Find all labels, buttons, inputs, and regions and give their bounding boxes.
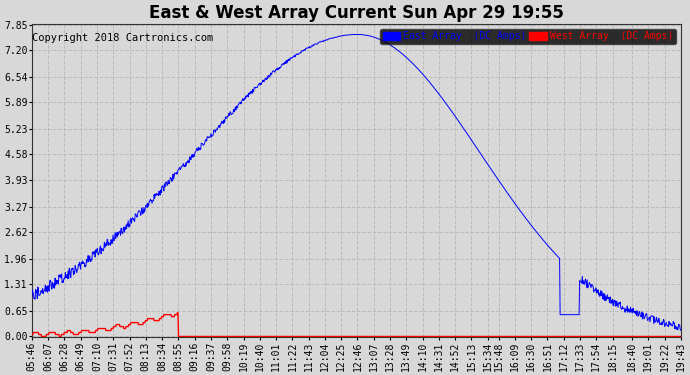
Text: Copyright 2018 Cartronics.com: Copyright 2018 Cartronics.com	[32, 33, 214, 43]
Title: East & West Array Current Sun Apr 29 19:55: East & West Array Current Sun Apr 29 19:…	[149, 4, 564, 22]
Legend: East Array  (DC Amps), West Array  (DC Amps): East Array (DC Amps), West Array (DC Amp…	[380, 28, 676, 44]
